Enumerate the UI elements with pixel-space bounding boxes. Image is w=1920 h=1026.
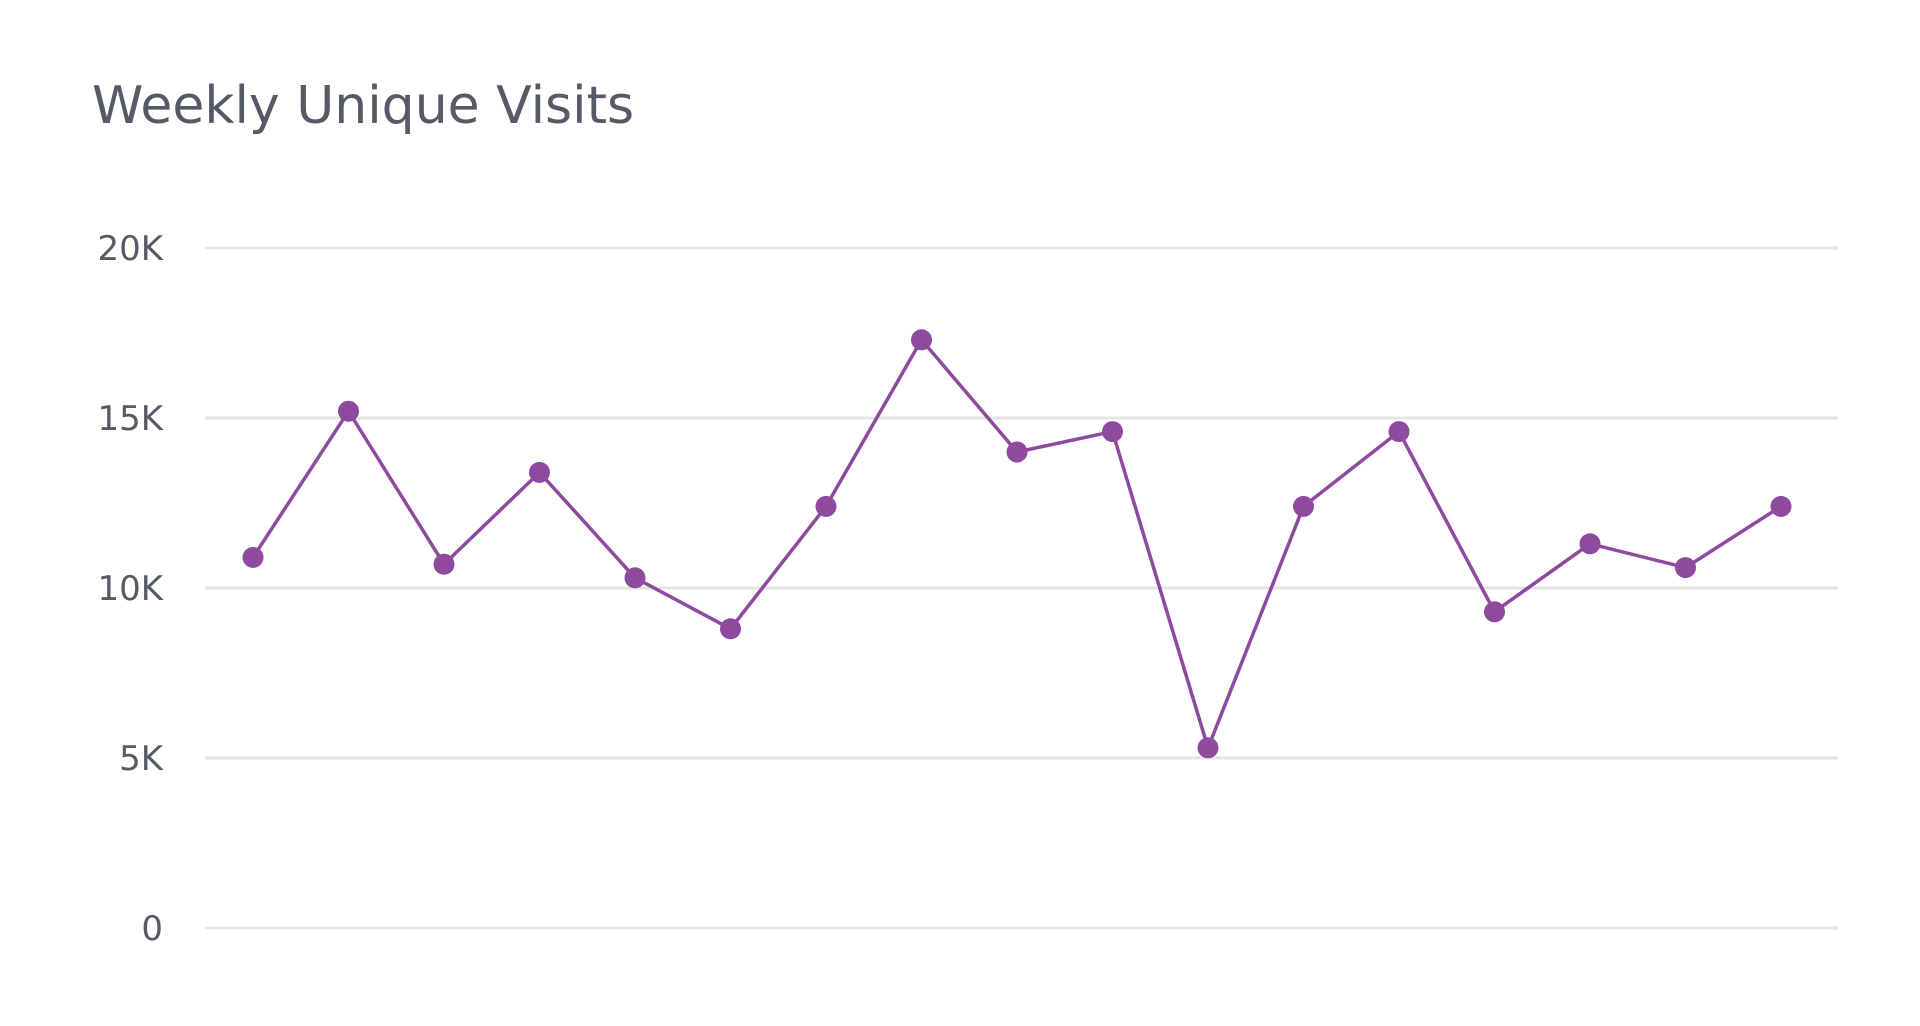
data-series: 10900 15200 10700 13400 10300 8800 12400 17300 1… <box>242 329 1792 759</box>
data-point[interactable]: 13400 <box>529 461 550 483</box>
y-tick-label: 20K <box>97 229 164 269</box>
y-axis: 0 5K 10K 15K 20K <box>97 229 164 949</box>
data-point[interactable]: 14600 <box>1102 421 1123 443</box>
data-point[interactable]: 5300 <box>1197 737 1219 759</box>
data-point[interactable]: 11300 <box>1579 533 1601 555</box>
data-point[interactable]: 8800 <box>720 618 741 640</box>
y-tick-label: 5K <box>119 739 165 779</box>
data-point[interactable]: 10300 <box>624 567 646 589</box>
y-tick-label: 15K <box>97 399 164 439</box>
chart-title: Weekly Unique Visits <box>92 76 635 136</box>
series-line <box>251 338 1782 750</box>
data-point[interactable]: 12400 <box>1293 495 1314 517</box>
gridlines <box>205 246 1838 930</box>
data-point[interactable]: 14000 <box>1006 441 1028 463</box>
data-point[interactable]: 14600 <box>1388 421 1410 443</box>
data-point[interactable]: 9300 <box>1484 601 1505 623</box>
data-point[interactable]: 12400 <box>1770 495 1792 517</box>
data-point[interactable]: 10900 <box>242 546 264 568</box>
data-point[interactable]: 12400 <box>815 495 837 517</box>
data-point[interactable]: 17300 <box>911 329 932 351</box>
data-point[interactable]: 10700 <box>433 553 455 575</box>
data-point[interactable]: 10600 <box>1675 557 1696 579</box>
y-tick-label: 0 <box>141 909 163 949</box>
y-tick-label: 10K <box>97 569 164 609</box>
data-point[interactable]: 15200 <box>338 400 359 422</box>
